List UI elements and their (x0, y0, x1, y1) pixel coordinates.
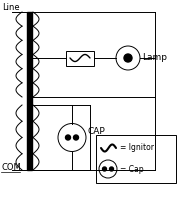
Bar (27, 12, 32, 170)
Circle shape (73, 135, 79, 140)
Text: = Ignitor: = Ignitor (120, 143, 154, 152)
Circle shape (110, 167, 113, 171)
Circle shape (124, 54, 132, 62)
Text: COM: COM (1, 164, 21, 173)
Circle shape (102, 167, 106, 171)
Circle shape (66, 135, 71, 140)
Text: Lamp: Lamp (142, 54, 167, 62)
Bar (96, 135, 176, 183)
Text: = Cap: = Cap (120, 165, 144, 174)
Text: Line: Line (2, 4, 20, 13)
Bar (66, 51, 94, 65)
Text: CAP: CAP (88, 127, 106, 136)
